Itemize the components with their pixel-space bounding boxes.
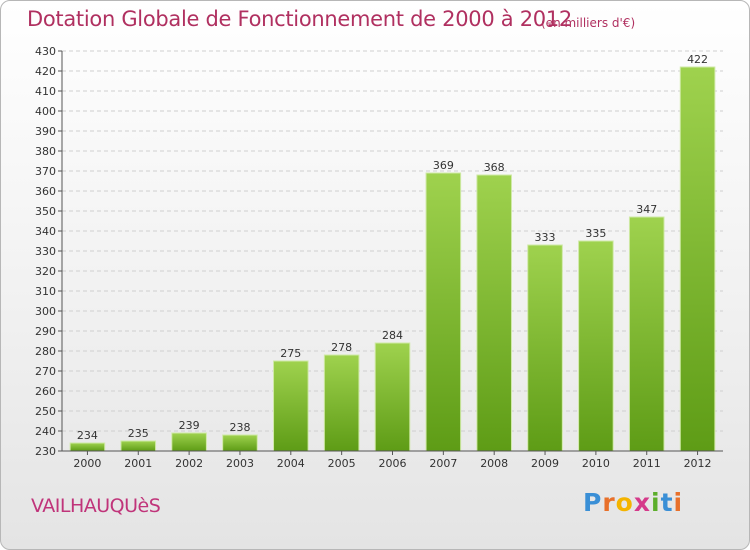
y-tick-label: 250 [35, 405, 56, 418]
chart-title: Dotation Globale de Fonctionnement de 20… [27, 7, 572, 31]
x-tick-label: 2010 [582, 457, 610, 470]
x-tick-label: 2000 [73, 457, 101, 470]
y-tick-label: 360 [35, 185, 56, 198]
proxiti-logo[interactable]: Proxiti [583, 488, 683, 517]
bar-value-label: 239 [179, 419, 200, 432]
x-tick-label: 2002 [175, 457, 203, 470]
bar-value-label: 333 [535, 231, 556, 244]
bar[interactable] [171, 432, 207, 452]
logo-letter: i [673, 488, 684, 517]
x-tick-label: 2001 [124, 457, 152, 470]
y-tick-label: 240 [35, 425, 56, 438]
y-tick-label: 420 [35, 65, 56, 78]
bar[interactable] [120, 440, 157, 452]
y-tick-label: 410 [35, 85, 56, 98]
x-tick-label: 2012 [684, 457, 712, 470]
y-tick-label: 290 [35, 325, 56, 338]
logo-letter: r [602, 488, 616, 517]
x-tick-label: 2005 [328, 457, 356, 470]
bar-value-label: 335 [585, 227, 606, 240]
bar[interactable] [273, 360, 309, 452]
x-tick-label: 2003 [226, 457, 254, 470]
y-tick-label: 330 [35, 245, 56, 258]
y-tick-label: 380 [35, 145, 56, 158]
chart-subtitle: (en milliers d'€) [541, 16, 636, 30]
bar[interactable] [628, 216, 665, 452]
bar-value-label: 368 [484, 161, 505, 174]
x-axis: 2000 2001 2002 2003 2004 2005 2006 2007 2008 2009… [62, 450, 723, 470]
bar[interactable] [323, 354, 360, 452]
bar[interactable] [425, 172, 462, 452]
bar-value-label: 275 [280, 347, 301, 360]
bar-value-label: 422 [687, 53, 708, 66]
x-tick-label: 2009 [531, 457, 559, 470]
bar-value-label: 234 [77, 429, 98, 442]
x-tick-label: 2006 [379, 457, 407, 470]
bar-value-label: 235 [128, 427, 149, 440]
y-tick-label: 280 [35, 345, 56, 358]
bar[interactable] [374, 342, 411, 452]
y-tick-label: 390 [35, 125, 56, 138]
commune-name: VAILHAUQUèS [31, 495, 161, 517]
bars: 234 235 239 238 275 278 284 369 368 333 335 347 422 [69, 53, 716, 452]
y-tick-label: 350 [35, 205, 56, 218]
y-tick-label: 260 [35, 385, 56, 398]
y-tick-label: 400 [35, 105, 56, 118]
bar[interactable] [679, 66, 716, 452]
bar-value-label: 278 [331, 341, 352, 354]
x-tick-label: 2008 [480, 457, 508, 470]
logo-letter: t [660, 488, 674, 517]
bar-value-label: 347 [636, 203, 657, 216]
y-tick-label: 370 [35, 165, 56, 178]
bar-value-label: 369 [433, 159, 454, 172]
bar-value-label: 238 [229, 421, 250, 434]
bar[interactable] [527, 244, 563, 452]
x-tick-label: 2004 [277, 457, 305, 470]
logo-letter: x [633, 488, 651, 517]
bar[interactable] [476, 174, 512, 452]
logo-letter: i [651, 488, 661, 517]
bar-value-label: 284 [382, 329, 403, 342]
bar[interactable] [69, 442, 106, 452]
y-tick-label: 430 [35, 45, 56, 58]
bar[interactable] [222, 434, 258, 452]
y-tick-label: 300 [35, 305, 56, 318]
y-tick-label: 340 [35, 225, 56, 238]
bar[interactable] [578, 240, 614, 452]
y-tick-label: 310 [35, 285, 56, 298]
y-tick-label: 320 [35, 265, 56, 278]
y-tick-label: 270 [35, 365, 56, 378]
logo-letter: P [583, 488, 603, 517]
logo-letter: o [615, 488, 634, 517]
y-axis: 230 240 250 260 270 280 290 300 310 320 330 340 350 3… [35, 45, 63, 458]
x-tick-label: 2007 [429, 457, 457, 470]
y-tick-label: 230 [35, 445, 56, 458]
x-tick-label: 2011 [633, 457, 661, 470]
